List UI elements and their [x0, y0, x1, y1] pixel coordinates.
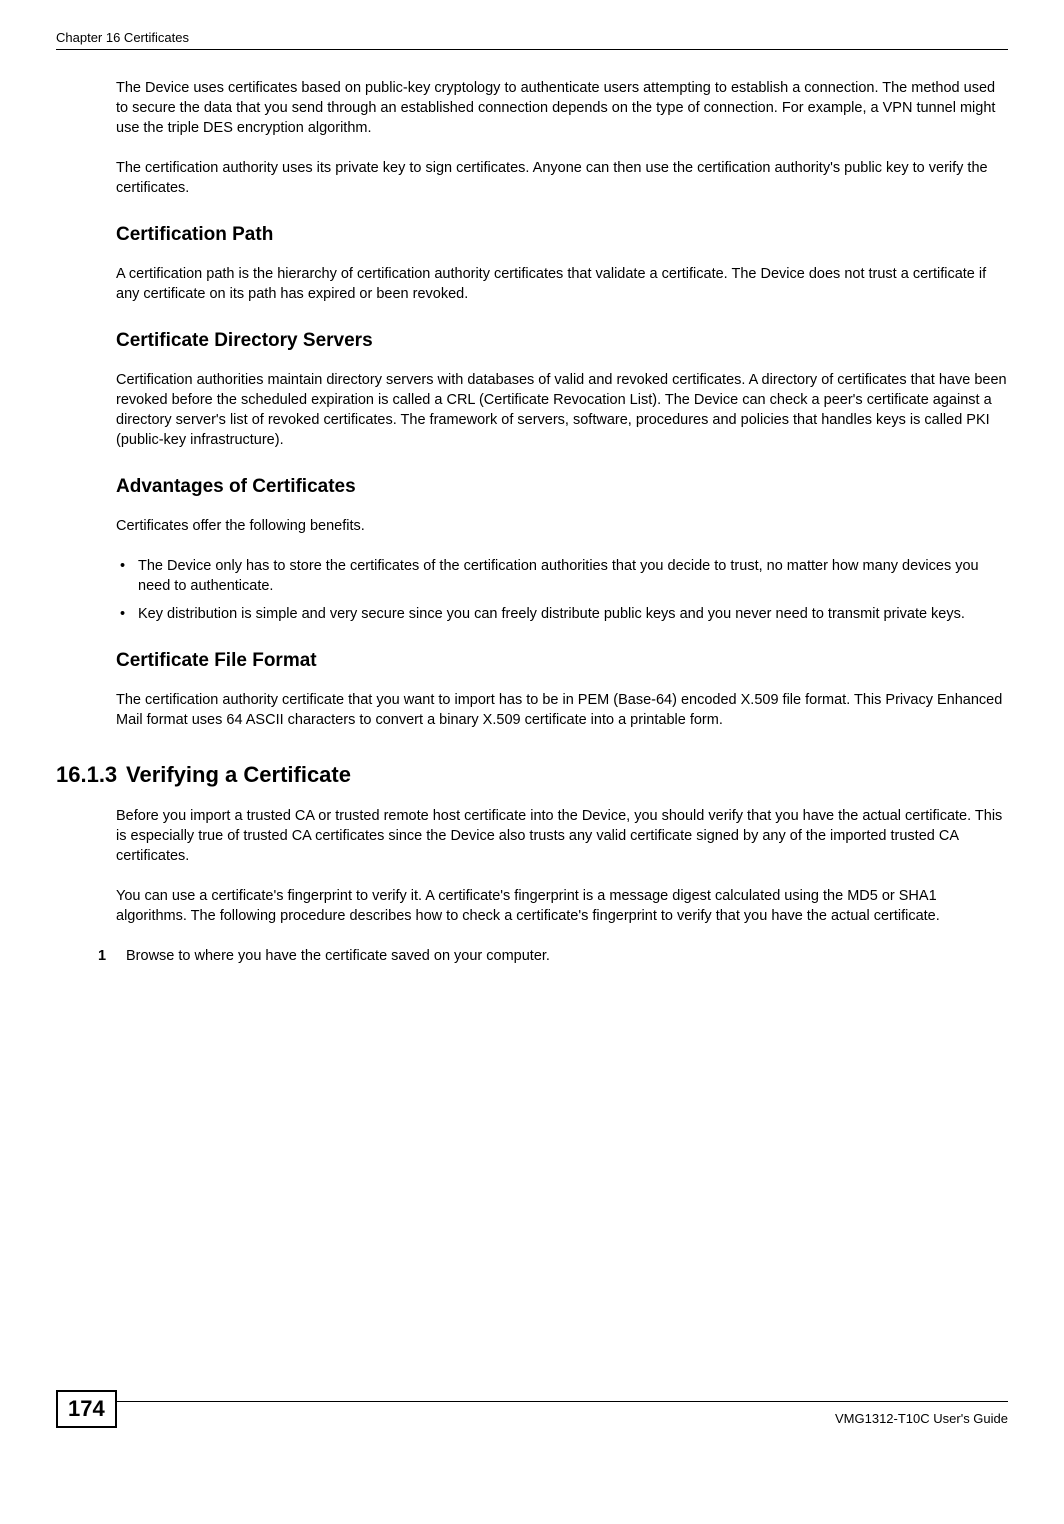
- body-paragraph: The certification authority uses its pri…: [116, 158, 1008, 198]
- body-paragraph: You can use a certificate's fingerprint …: [116, 886, 1008, 926]
- heading-certification-path: Certification Path: [116, 224, 1008, 246]
- heading-cert-directory-servers: Certificate Directory Servers: [116, 330, 1008, 352]
- section-number: 16.1.3: [56, 762, 126, 788]
- heading-cert-file-format: Certificate File Format: [116, 650, 1008, 672]
- section-heading: 16.1.3Verifying a Certificate: [56, 762, 1008, 788]
- page-footer: 174 VMG1312-T10C User's Guide: [56, 1401, 1008, 1428]
- step-number: 1: [98, 946, 126, 966]
- body-paragraph: Certificates offer the following benefit…: [116, 516, 1008, 536]
- footer-guide-title: VMG1312-T10C User's Guide: [835, 1411, 1008, 1426]
- header-chapter: Chapter 16 Certificates: [56, 30, 189, 45]
- body-paragraph: The Device uses certificates based on pu…: [116, 78, 1008, 138]
- section-title: Verifying a Certificate: [126, 762, 351, 787]
- advantages-list: The Device only has to store the certifi…: [116, 556, 1008, 624]
- page-number: 174: [56, 1390, 117, 1428]
- body-paragraph: Before you import a trusted CA or truste…: [116, 806, 1008, 866]
- list-item: The Device only has to store the certifi…: [116, 556, 1008, 596]
- page-header: Chapter 16 Certificates: [56, 30, 1008, 50]
- body-paragraph: A certification path is the hierarchy of…: [116, 264, 1008, 304]
- heading-advantages: Advantages of Certificates: [116, 476, 1008, 498]
- body-paragraph: Certification authorities maintain direc…: [116, 370, 1008, 450]
- step-text: Browse to where you have the certificate…: [126, 946, 550, 966]
- numbered-step: 1 Browse to where you have the certifica…: [98, 946, 1008, 966]
- body-paragraph: The certification authority certificate …: [116, 690, 1008, 730]
- list-item: Key distribution is simple and very secu…: [116, 604, 1008, 624]
- page-content: The Device uses certificates based on pu…: [116, 78, 1008, 966]
